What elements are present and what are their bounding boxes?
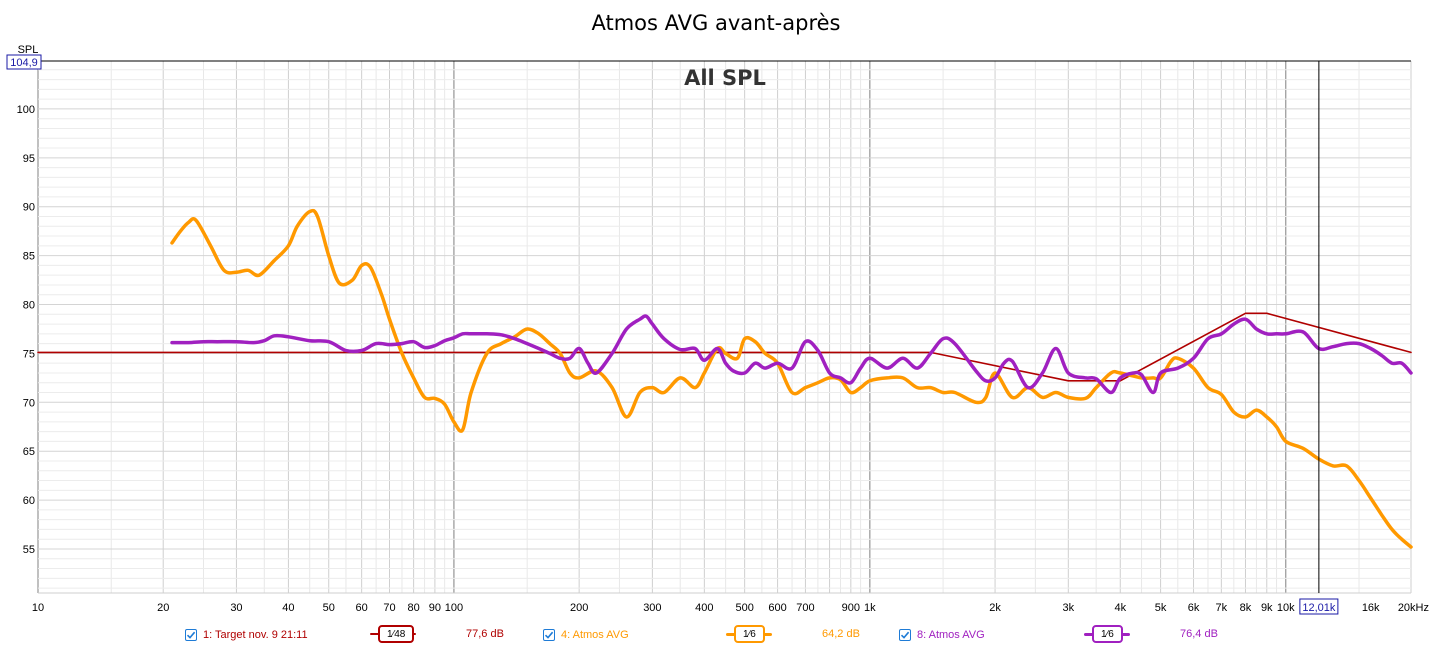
y-tick-label: 75	[23, 348, 35, 360]
smoothing-label: 1⁄48	[378, 625, 415, 643]
y-axis-label: SPL	[18, 44, 39, 56]
x-tick-label: 100	[445, 602, 463, 614]
x-tick-label: 16k	[1362, 602, 1380, 614]
smoothing-control-8[interactable]: 1⁄6	[1084, 625, 1130, 643]
y-tick-label: 90	[23, 202, 35, 214]
legend-label: 1: Target nov. 9 21:11	[203, 629, 308, 641]
series-layer	[37, 208, 1413, 549]
series-line-3	[170, 314, 1413, 395]
x-tick-label: 3k	[1062, 602, 1074, 614]
y-top-readout[interactable]: 104,9	[6, 54, 42, 70]
cursor-readout-value: 12,01k	[1302, 602, 1336, 614]
x-axis-labels: 10 20 30 40 50 60 70 80 90 100 200 300 400 500 600 700 9…	[32, 602, 1429, 614]
legend-value-8: 76,4 dB	[1180, 628, 1218, 640]
legend-label: 4: Atmos AVG	[561, 629, 629, 641]
checkbox-icon[interactable]	[543, 629, 555, 641]
x-tick-label: 300	[643, 602, 661, 614]
x-tick-label: 200	[570, 602, 588, 614]
x-tick-label: 5k	[1155, 602, 1167, 614]
y-tick-label: 55	[23, 544, 35, 556]
chart-title: Atmos AVG avant-après	[591, 11, 840, 35]
spl-chart: Atmos AVG avant-après All SPL 55 60 65 70 75…	[6, 11, 1429, 615]
legend: 1: Target nov. 9 21:11 1⁄48 77,6 dB 4: A…	[0, 620, 1431, 646]
y-tick-label: 65	[23, 446, 35, 458]
x-tick-label: 600	[768, 602, 786, 614]
smoothing-control-4[interactable]: 1⁄6	[726, 625, 772, 643]
series-line-2	[170, 208, 1413, 549]
x-tick-label: 70	[383, 602, 395, 614]
checkbox-icon[interactable]	[899, 629, 911, 641]
y-tick-label: 70	[23, 397, 35, 409]
y-tick-label: 95	[23, 153, 35, 165]
x-tick-label: 10	[32, 602, 44, 614]
x-tick-label: 50	[323, 602, 335, 614]
x-tick-label: 30	[230, 602, 242, 614]
smoothing-label: 1⁄6	[1092, 625, 1123, 643]
x-tick-label: 2k	[989, 602, 1001, 614]
x-tick-label: 4k	[1114, 602, 1126, 614]
x-tick-label: 1k	[864, 602, 876, 614]
x-tick-label: 10k	[1277, 602, 1295, 614]
legend-item-1[interactable]: 1: Target nov. 9 21:11	[185, 627, 308, 643]
legend-label: 8: Atmos AVG	[917, 629, 985, 641]
x-tick-label: 8k	[1240, 602, 1252, 614]
y-top-readout-value: 104,9	[10, 57, 38, 69]
legend-value-4: 64,2 dB	[822, 628, 860, 640]
smoothing-control-1[interactable]: 1⁄48	[370, 625, 416, 643]
grid	[37, 60, 1412, 594]
chart-annotation: All SPL	[684, 66, 766, 90]
y-axis-labels: 55 60 65 70 75 80 85 90 95 100	[17, 104, 35, 556]
x-tick-label: 900	[842, 602, 860, 614]
x-tick-label: 20	[157, 602, 169, 614]
x-tick-label: 400	[695, 602, 713, 614]
smoothing-label: 1⁄6	[734, 625, 765, 643]
x-tick-label: 80	[407, 602, 419, 614]
y-tick-label: 80	[23, 300, 35, 312]
x-tick-label: 9k	[1261, 602, 1273, 614]
checkbox-icon[interactable]	[185, 629, 197, 641]
legend-item-4[interactable]: 4: Atmos AVG	[543, 627, 629, 643]
legend-item-8[interactable]: 8: Atmos AVG	[899, 627, 985, 643]
y-tick-label: 85	[23, 251, 35, 263]
x-tick-label: 500	[735, 602, 753, 614]
x-tick-label: 700	[796, 602, 814, 614]
x-tick-label: 60	[356, 602, 368, 614]
x-tick-label: 90	[429, 602, 441, 614]
x-tick-label: 40	[282, 602, 294, 614]
x-tick-label: 7k	[1216, 602, 1228, 614]
x-tick-label: 20kHz	[1398, 602, 1429, 614]
y-tick-label: 60	[23, 495, 35, 507]
plot-area	[38, 61, 1411, 593]
cursor-readout[interactable]: 12,01k	[1299, 598, 1339, 615]
y-tick-label: 100	[17, 104, 35, 116]
legend-value-1: 77,6 dB	[466, 628, 504, 640]
x-tick-label: 6k	[1188, 602, 1200, 614]
